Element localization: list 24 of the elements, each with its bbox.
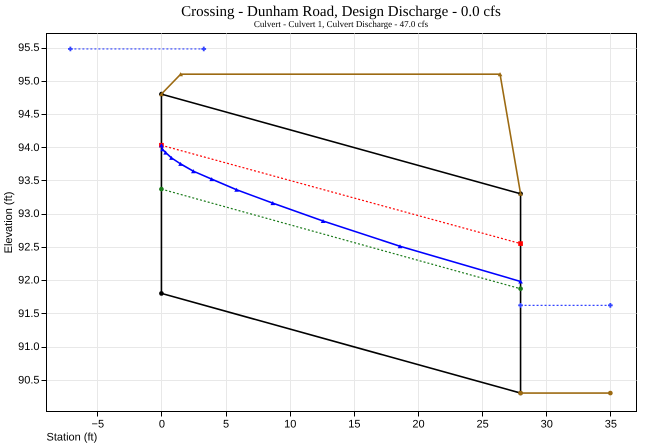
x-tick-label: 0 (158, 418, 165, 430)
y-tick-label: 91.0 (18, 341, 40, 354)
x-tick-label: 20 (412, 418, 425, 430)
y-axis-title: Elevation (ft) (3, 192, 16, 254)
y-tick-label: 90.5 (18, 374, 40, 386)
y-tick-label: 92.5 (18, 241, 40, 254)
y-tick-label: 95.0 (18, 75, 40, 88)
x-tick-label: 15 (348, 418, 360, 430)
x-tick-label: 30 (540, 418, 553, 430)
x-tick-label: 35 (604, 418, 617, 430)
y-tick-label: 92.0 (18, 274, 40, 287)
y-tick-label: 91.5 (18, 308, 40, 320)
x-tick-label: 25 (476, 418, 489, 430)
y-tick-label: 93.0 (18, 208, 40, 220)
x-tick-label: 10 (284, 418, 296, 430)
y-tick-label: 95.5 (18, 42, 40, 54)
chart-subtitle: Culvert - Culvert 1, Culvert Discharge - 47.0 cfs (254, 19, 429, 29)
x-tick-label: −5 (92, 418, 104, 430)
y-tick-label: 94.5 (18, 108, 40, 121)
x-tick-label: 5 (223, 418, 230, 430)
chart-title: Crossing - Dunham Road, Design Discharge - 0.0 cfs (181, 4, 501, 20)
y-tick-label: 93.5 (18, 174, 40, 187)
y-tick-label: 94.0 (18, 142, 40, 154)
x-axis-title: Station (ft) (46, 432, 98, 444)
